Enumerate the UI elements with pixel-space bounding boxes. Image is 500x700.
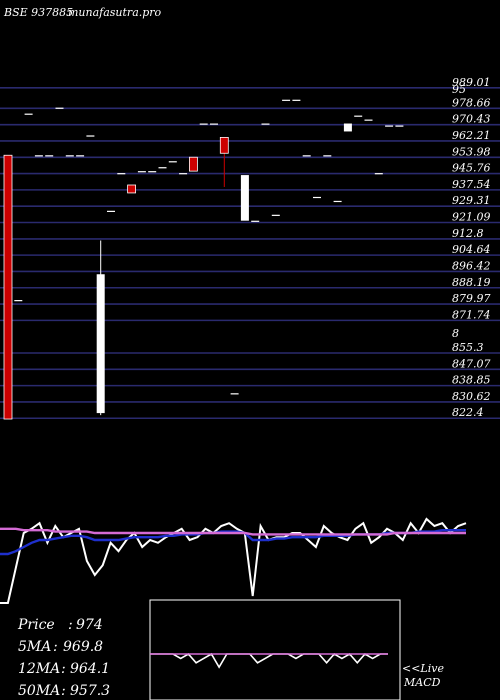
candle-doji [210,123,218,125]
candle-doji [45,155,54,157]
price-overlay-label: 95 [452,83,466,96]
candle-body [240,175,249,221]
candle-doji [168,161,177,163]
candle-doji [251,220,260,222]
price-tick-label: 847.07 [452,357,491,370]
price-axis-labels: 989.01 978.66 970.43 962.21 953.98 945.76 937.… [452,76,491,419]
candle-doji [333,200,342,203]
candle-doji [137,171,146,173]
candle-body [3,154,13,420]
price-tick-label: 970.43 [452,113,491,126]
candle-doji [107,210,115,212]
ma-series-line [0,517,467,604]
price-label: Price [17,617,55,633]
price-gridlines [0,86,500,420]
candle-doji [354,115,363,117]
price-tick-label: 830.62 [452,390,491,403]
candle-doji [374,173,383,175]
candle-doji [302,155,311,157]
candle-doji [292,99,301,101]
ma12-colon: : [61,661,66,677]
price-tick-label: 921.09 [452,211,491,224]
candle-doji [364,119,373,121]
price-tick-label: 879.97 [452,292,491,305]
chart-header-symbol: BSE 937885 [3,6,73,19]
price-tick-label: 896.42 [452,259,491,272]
price-tick-label: 855.3 [452,341,484,354]
price-tick-label: 962.21 [452,129,491,142]
price-tick-label: 978.66 [452,96,491,109]
candle-doji [158,167,167,169]
candle-doji [55,107,64,109]
macd-panel [150,652,388,669]
candle-doji [86,135,95,137]
price-tick-label: 904.64 [452,243,491,256]
price-tick-label: 888.19 [452,276,491,289]
candle-body [127,184,136,194]
price-tick-label: 953.98 [452,145,491,158]
candle-doji [385,125,394,127]
price-tick-label: 871.74 [452,308,491,321]
ma12-value: 964.1 [70,661,110,677]
candle-body [343,123,352,132]
candle-doji [199,123,208,125]
price-tick-label: 945.76 [452,162,491,175]
macd-title-label: MACD [403,676,441,689]
ma5-colon: : [53,639,58,655]
candle-doji [271,214,280,216]
candle-doji [14,300,23,302]
candle-doji [282,99,291,101]
price-tick-label: 822.4 [452,406,484,419]
ma-series-line [0,527,466,536]
ma5-label: 5MA [18,639,51,655]
price-tick-label: 989.01 [452,76,491,89]
macd-live-label: <<Live [402,662,444,675]
price-tick-label: 929.31 [452,194,491,207]
candle-doji [230,393,239,395]
candle-doji [179,173,188,175]
ma5-value: 969.8 [63,639,103,655]
candle-doji [148,171,157,173]
candle-doji [65,155,74,157]
candle-doji [323,155,332,157]
ma50-label: 50MA [18,683,60,699]
price-tick-label: 838.85 [452,374,491,387]
price-value: 974 [76,617,103,633]
moving-average-panel [0,517,467,604]
price-tick-label: 912.8 [452,227,484,240]
candle-doji [261,123,270,125]
price-overlay-label: 8 [452,327,459,340]
ma50-value: 957.3 [70,683,110,699]
candle-body [188,156,198,172]
candle-doji [117,173,126,175]
macd-panel-frame [149,599,401,700]
candlestick-series [3,99,404,420]
candle-body [96,274,105,414]
candle-doji [313,196,321,199]
candle-doji [76,155,85,157]
price-colon: : [68,617,73,633]
ma12-label: 12MA [18,661,60,677]
candle-body [219,136,229,154]
candle-doji [395,125,404,127]
ma50-colon: : [61,683,66,699]
candle-doji [24,113,33,115]
candle-doji [34,155,43,157]
chart-header-site: munafasutra.pro [68,6,162,19]
price-tick-label: 937.54 [452,178,491,191]
